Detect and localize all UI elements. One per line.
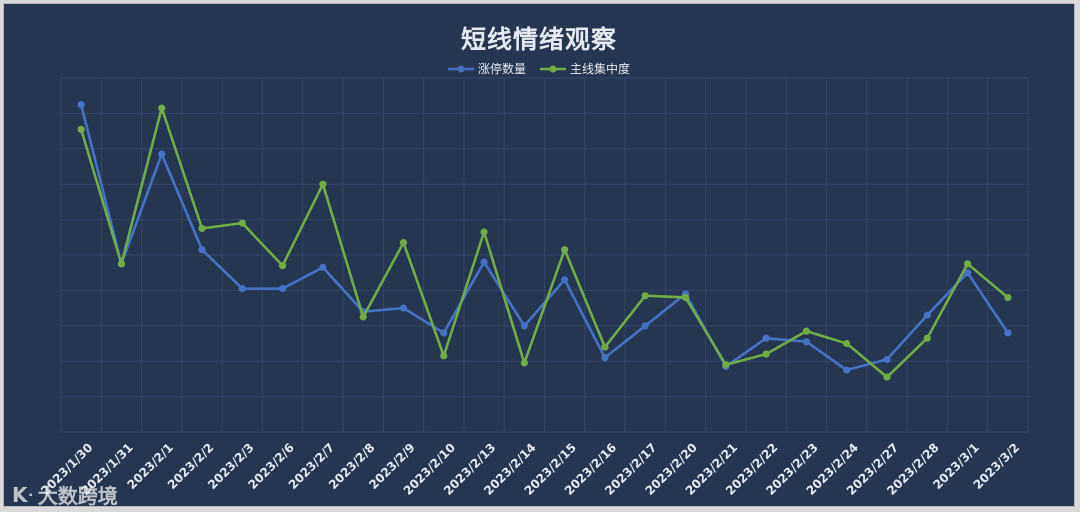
chart-frame: 短线情绪观察 涨停数量 主线集中度 2023/1/30 2023/1/31 2023… (3, 3, 1075, 507)
series-2-point (440, 352, 448, 360)
series-2-point (641, 292, 649, 300)
series-2-point (520, 359, 528, 367)
series-2-point (722, 361, 730, 369)
series-1-point (843, 366, 851, 374)
series-2-point (198, 224, 206, 233)
series-1-point (198, 246, 206, 254)
series-1-point (520, 322, 528, 330)
series-2-point (762, 350, 770, 358)
series-2-point (117, 260, 126, 268)
series-2-point (923, 334, 931, 342)
series-1-point (883, 355, 891, 364)
watermark-logo: Kᐧ (12, 482, 34, 507)
series-2-point (399, 239, 408, 247)
legend-swatch-series-1 (447, 65, 474, 72)
series-1-point (802, 338, 810, 346)
series-line-2 (79, 106, 1010, 379)
series-1-point (601, 354, 609, 362)
legend-item-series-2[interactable]: 主线集中度 (540, 60, 630, 77)
series-2-point (238, 219, 246, 227)
legend-label-series-1: 涨停数量 (477, 62, 526, 76)
legend-label-series-2: 主线集中度 (570, 62, 631, 76)
series-2-point (359, 313, 367, 321)
series-2-point (883, 373, 891, 381)
series-1-point (440, 329, 448, 337)
series-2-point (681, 293, 690, 302)
series-2-point (1004, 293, 1012, 302)
chart-legend: 涨停数量 主线集中度 (4, 60, 1074, 77)
series-1-point (77, 100, 85, 109)
chart-title: 短线情绪观察 (460, 25, 617, 54)
series-1-point (238, 285, 246, 293)
series-1-point (1004, 329, 1012, 337)
line-chart-plot: 2023/1/302023/1/312023/2/12023/2/22023/2… (38, 77, 1029, 498)
series-1-point (923, 311, 931, 319)
series-2-point (279, 262, 287, 270)
series-1-point (319, 263, 327, 271)
series-2-point (561, 246, 569, 254)
series-1-point (641, 322, 649, 330)
legend-item-series-1[interactable]: 涨停数量 (447, 60, 526, 77)
series-2-point (77, 125, 85, 133)
series-2-point (480, 228, 488, 236)
series-2-point (963, 260, 972, 268)
watermark-text: 大数跨境 (37, 484, 118, 507)
series-2-point (319, 180, 327, 188)
series-2-point (158, 104, 166, 112)
series-1-point (158, 150, 166, 158)
watermark: Kᐧ 大数跨境 (12, 480, 118, 507)
series-1-point (399, 304, 408, 312)
series-1-point (762, 334, 770, 342)
series-1-point (561, 276, 569, 284)
series-2-point (802, 327, 810, 335)
series-2-point (843, 339, 851, 348)
legend-swatch-series-2 (540, 65, 566, 72)
series-2-point (601, 343, 609, 351)
series-1-point (480, 258, 488, 266)
series-1-point (279, 285, 287, 293)
series-1-point (963, 269, 972, 277)
